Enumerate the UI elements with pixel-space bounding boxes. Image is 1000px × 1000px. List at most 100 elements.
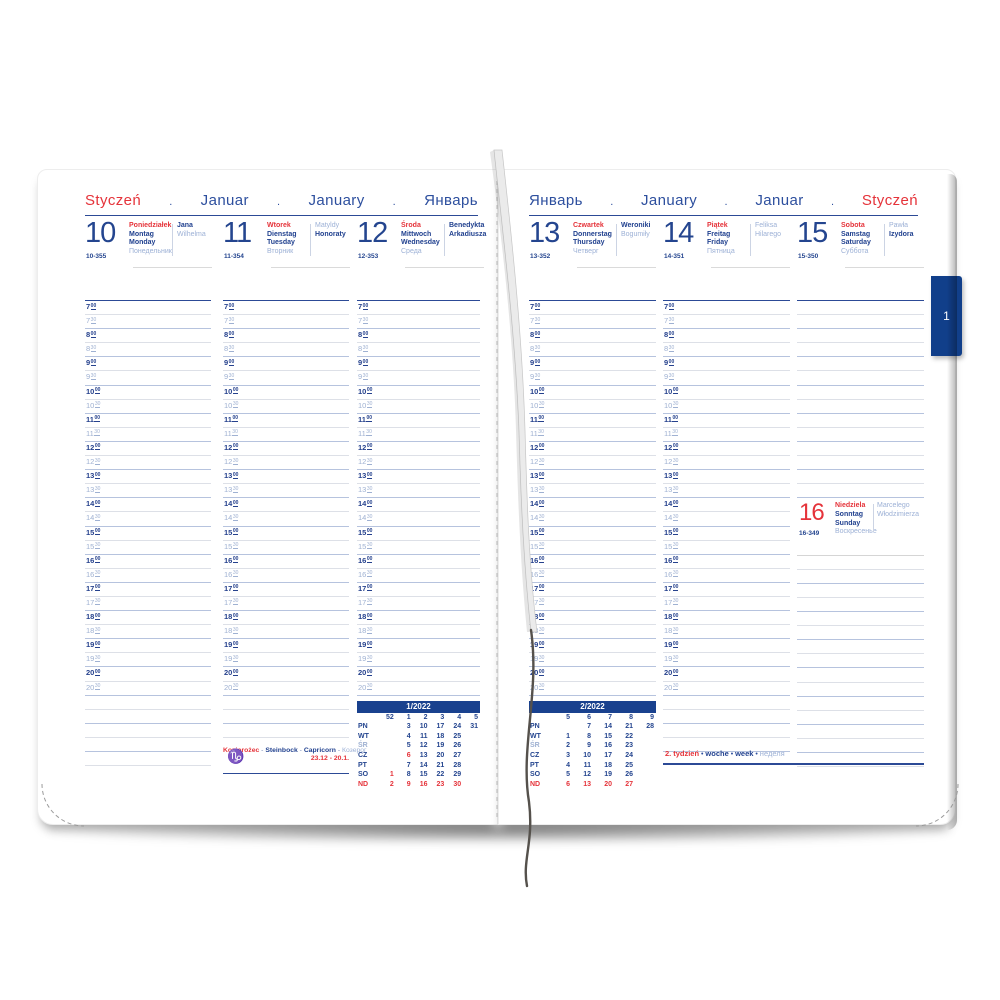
calendar-day: 20 xyxy=(436,752,445,759)
weekday-name: Thursday xyxy=(573,239,605,247)
time-row: 1130 xyxy=(357,428,480,442)
time-minutes: 30 xyxy=(90,372,97,380)
calendar-day: 28 xyxy=(646,723,654,731)
vertical-divider xyxy=(616,224,617,256)
calendar-day xyxy=(551,722,572,732)
week-number: 7 xyxy=(608,713,612,721)
time-minutes: 00 xyxy=(232,556,239,564)
time-label: 1930 xyxy=(664,654,679,664)
time-label: 2000 xyxy=(530,668,545,678)
time-row: 1800 xyxy=(529,611,656,626)
time-minutes: 30 xyxy=(538,485,545,493)
weekday-abbr: PN xyxy=(358,723,368,731)
blank-row xyxy=(797,612,924,627)
vertical-divider xyxy=(172,224,173,256)
time-minutes: 30 xyxy=(366,654,373,662)
month-separator: . xyxy=(724,196,729,208)
time-label: 1830 xyxy=(86,626,101,636)
time-label: 1800 xyxy=(358,612,373,622)
time-minutes: 30 xyxy=(538,570,545,578)
separator-dot: • xyxy=(699,751,706,758)
vertical-divider xyxy=(884,224,885,256)
time-label: 1200 xyxy=(664,442,679,452)
weekday-stack: Wtorek Dienstag Tuesday Вторник xyxy=(267,222,297,256)
calendar-day: 19 xyxy=(436,742,445,750)
weekday-stack: Czwartek Donnerstag Thursday Четверг xyxy=(573,222,612,256)
weekday-abbr: PN xyxy=(530,723,540,731)
time-label: 1530 xyxy=(358,541,373,551)
weekday-name: Donnerstag xyxy=(573,230,612,238)
calendar-day: 13 xyxy=(583,780,591,788)
time-minutes: 30 xyxy=(232,513,239,521)
time-minutes: 00 xyxy=(366,528,373,535)
time-label: 1200 xyxy=(358,442,373,452)
month-header-left: Styczeń. Januar. January. Январь xyxy=(85,192,478,209)
time-row: 1900 xyxy=(223,639,349,654)
time-label: 1030 xyxy=(358,400,373,410)
time-label: 1630 xyxy=(224,569,239,579)
time-label: 1130 xyxy=(224,428,238,438)
blank-row xyxy=(223,724,349,738)
time-row: 1200 xyxy=(85,442,211,457)
calendar-day: 25 xyxy=(625,761,633,769)
weekday-name: Samstag xyxy=(841,230,871,238)
time-label: 1500 xyxy=(86,527,101,537)
calendar-day: 2 xyxy=(389,780,394,788)
time-label: 1530 xyxy=(530,541,545,551)
time-row: 1700 xyxy=(529,583,656,597)
time-minutes: 30 xyxy=(366,570,373,578)
time-row: 1900 xyxy=(357,639,480,654)
calendar-day: 14 xyxy=(604,723,612,731)
time-minutes: 30 xyxy=(94,485,101,493)
name-day: Benedykta xyxy=(449,222,485,229)
month-separator: . xyxy=(169,196,173,208)
time-label: 1200 xyxy=(530,442,545,452)
time-row: 2000 xyxy=(529,667,656,682)
time-row: 900 xyxy=(223,357,349,372)
time-minutes: 00 xyxy=(94,584,101,592)
time-row: 1600 xyxy=(529,555,656,569)
time-label: 1700 xyxy=(664,583,679,593)
time-row: 1630 xyxy=(85,569,211,583)
week-number-line: 2. tydzień • woche • week • неделя xyxy=(663,749,924,765)
time-label: 1600 xyxy=(358,555,373,565)
calendar-day xyxy=(635,780,656,790)
time-label: 730 xyxy=(664,316,675,326)
calendar-day: 24 xyxy=(625,752,633,759)
calendar-day: 19 xyxy=(604,771,612,779)
time-minutes: 00 xyxy=(362,330,369,338)
time-label: 1700 xyxy=(224,583,239,593)
month-separator: . xyxy=(392,196,397,208)
time-minutes: 00 xyxy=(538,443,545,451)
header-underline xyxy=(845,267,924,268)
time-label: 1800 xyxy=(664,612,679,622)
time-row: 900 xyxy=(357,357,480,372)
time-row: 900 xyxy=(663,357,790,372)
time-row: 1500 xyxy=(663,527,790,541)
time-label: 1430 xyxy=(86,513,101,523)
time-row: 1030 xyxy=(85,400,211,414)
time-minutes: 30 xyxy=(668,372,675,380)
nameday-stack: Marcelego Włodzimierza xyxy=(877,502,919,519)
blank-row xyxy=(797,315,924,330)
time-label: 1430 xyxy=(664,513,679,523)
calendar-day: 7 xyxy=(587,723,591,731)
time-minutes: 00 xyxy=(366,499,373,507)
time-minutes: 00 xyxy=(672,584,679,592)
calendar-day: 22 xyxy=(436,771,445,779)
weekday-name: Friday xyxy=(707,239,729,247)
time-label: 2000 xyxy=(664,668,679,678)
time-label: 1100 xyxy=(86,414,100,424)
name-day: Hilarego xyxy=(755,230,782,238)
blank-row xyxy=(85,710,211,724)
time-label: 1600 xyxy=(86,555,101,565)
time-minutes: 30 xyxy=(94,429,100,437)
calendar-day: 30 xyxy=(453,780,462,788)
time-minutes: 00 xyxy=(362,302,369,310)
time-minutes: 30 xyxy=(672,598,679,606)
time-row: 1600 xyxy=(223,555,349,569)
time-row: 1730 xyxy=(223,597,349,612)
vertical-divider xyxy=(310,224,311,256)
week-number: 1 xyxy=(406,713,411,721)
weekday-abbr: WT xyxy=(530,732,541,740)
